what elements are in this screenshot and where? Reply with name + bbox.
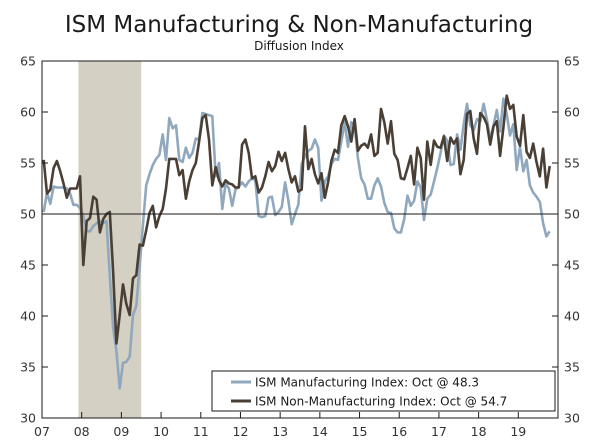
- x-tick-label: 19: [510, 424, 526, 439]
- legend-label-non-manufacturing: ISM Non-Manufacturing Index: Oct @ 54.7: [255, 395, 507, 409]
- y-left-tick-label: 65: [20, 54, 36, 69]
- y-left-tick-label: 35: [20, 360, 36, 375]
- x-tick-label: 12: [233, 424, 249, 439]
- y-left-tick-label: 55: [20, 156, 36, 171]
- y-left-tick-label: 45: [20, 258, 36, 273]
- x-tick-label: 18: [471, 424, 487, 439]
- x-tick-label: 16: [391, 424, 407, 439]
- y-left-tick-label: 40: [20, 309, 36, 324]
- plot-area-frame: [41, 60, 559, 419]
- y-right-tick-label: 60: [564, 105, 580, 120]
- x-tick-label: 11: [193, 424, 209, 439]
- x-tick-label: 08: [74, 424, 90, 439]
- legend: ISM Manufacturing Index: Oct @ 48.3 ISM …: [211, 370, 556, 412]
- chart-title: ISM Manufacturing & Non-Manufacturing: [65, 12, 533, 38]
- chart-subtitle: Diffusion Index: [254, 39, 344, 53]
- x-tick-label: 17: [431, 424, 447, 439]
- y-right-tick-label: 40: [564, 309, 580, 324]
- legend-label-manufacturing: ISM Manufacturing Index: Oct @ 48.3: [255, 376, 479, 390]
- y-right-tick-label: 65: [564, 54, 580, 69]
- y-right-tick-label: 55: [564, 156, 580, 171]
- series-line-1: [42, 94, 551, 345]
- x-tick-label: 15: [352, 424, 368, 439]
- y-axis-left: 30 35 40 45 50 55 60 65: [20, 54, 48, 426]
- series-group: [42, 94, 551, 390]
- y-right-tick-label: 45: [564, 258, 580, 273]
- x-tick-label: 09: [113, 424, 129, 439]
- x-axis: 07 08 09 10 11 12 13 14 15 16 17 18 19: [34, 412, 526, 439]
- y-left-tick-label: 50: [20, 207, 36, 222]
- x-tick-label: 10: [153, 424, 169, 439]
- recession-shading: [78, 61, 142, 418]
- y-left-tick-label: 30: [20, 411, 36, 426]
- series-line-0: [42, 97, 551, 390]
- x-tick-label: 14: [312, 424, 328, 439]
- x-tick-label: 07: [34, 424, 50, 439]
- y-right-tick-label: 50: [564, 207, 580, 222]
- x-tick-label: 13: [272, 424, 288, 439]
- y-right-tick-label: 30: [564, 411, 580, 426]
- legend-box: [211, 370, 556, 412]
- y-right-tick-label: 35: [564, 360, 580, 375]
- y-axis-right: 30 35 40 45 50 55 60 65: [552, 54, 580, 426]
- y-left-tick-label: 60: [20, 105, 36, 120]
